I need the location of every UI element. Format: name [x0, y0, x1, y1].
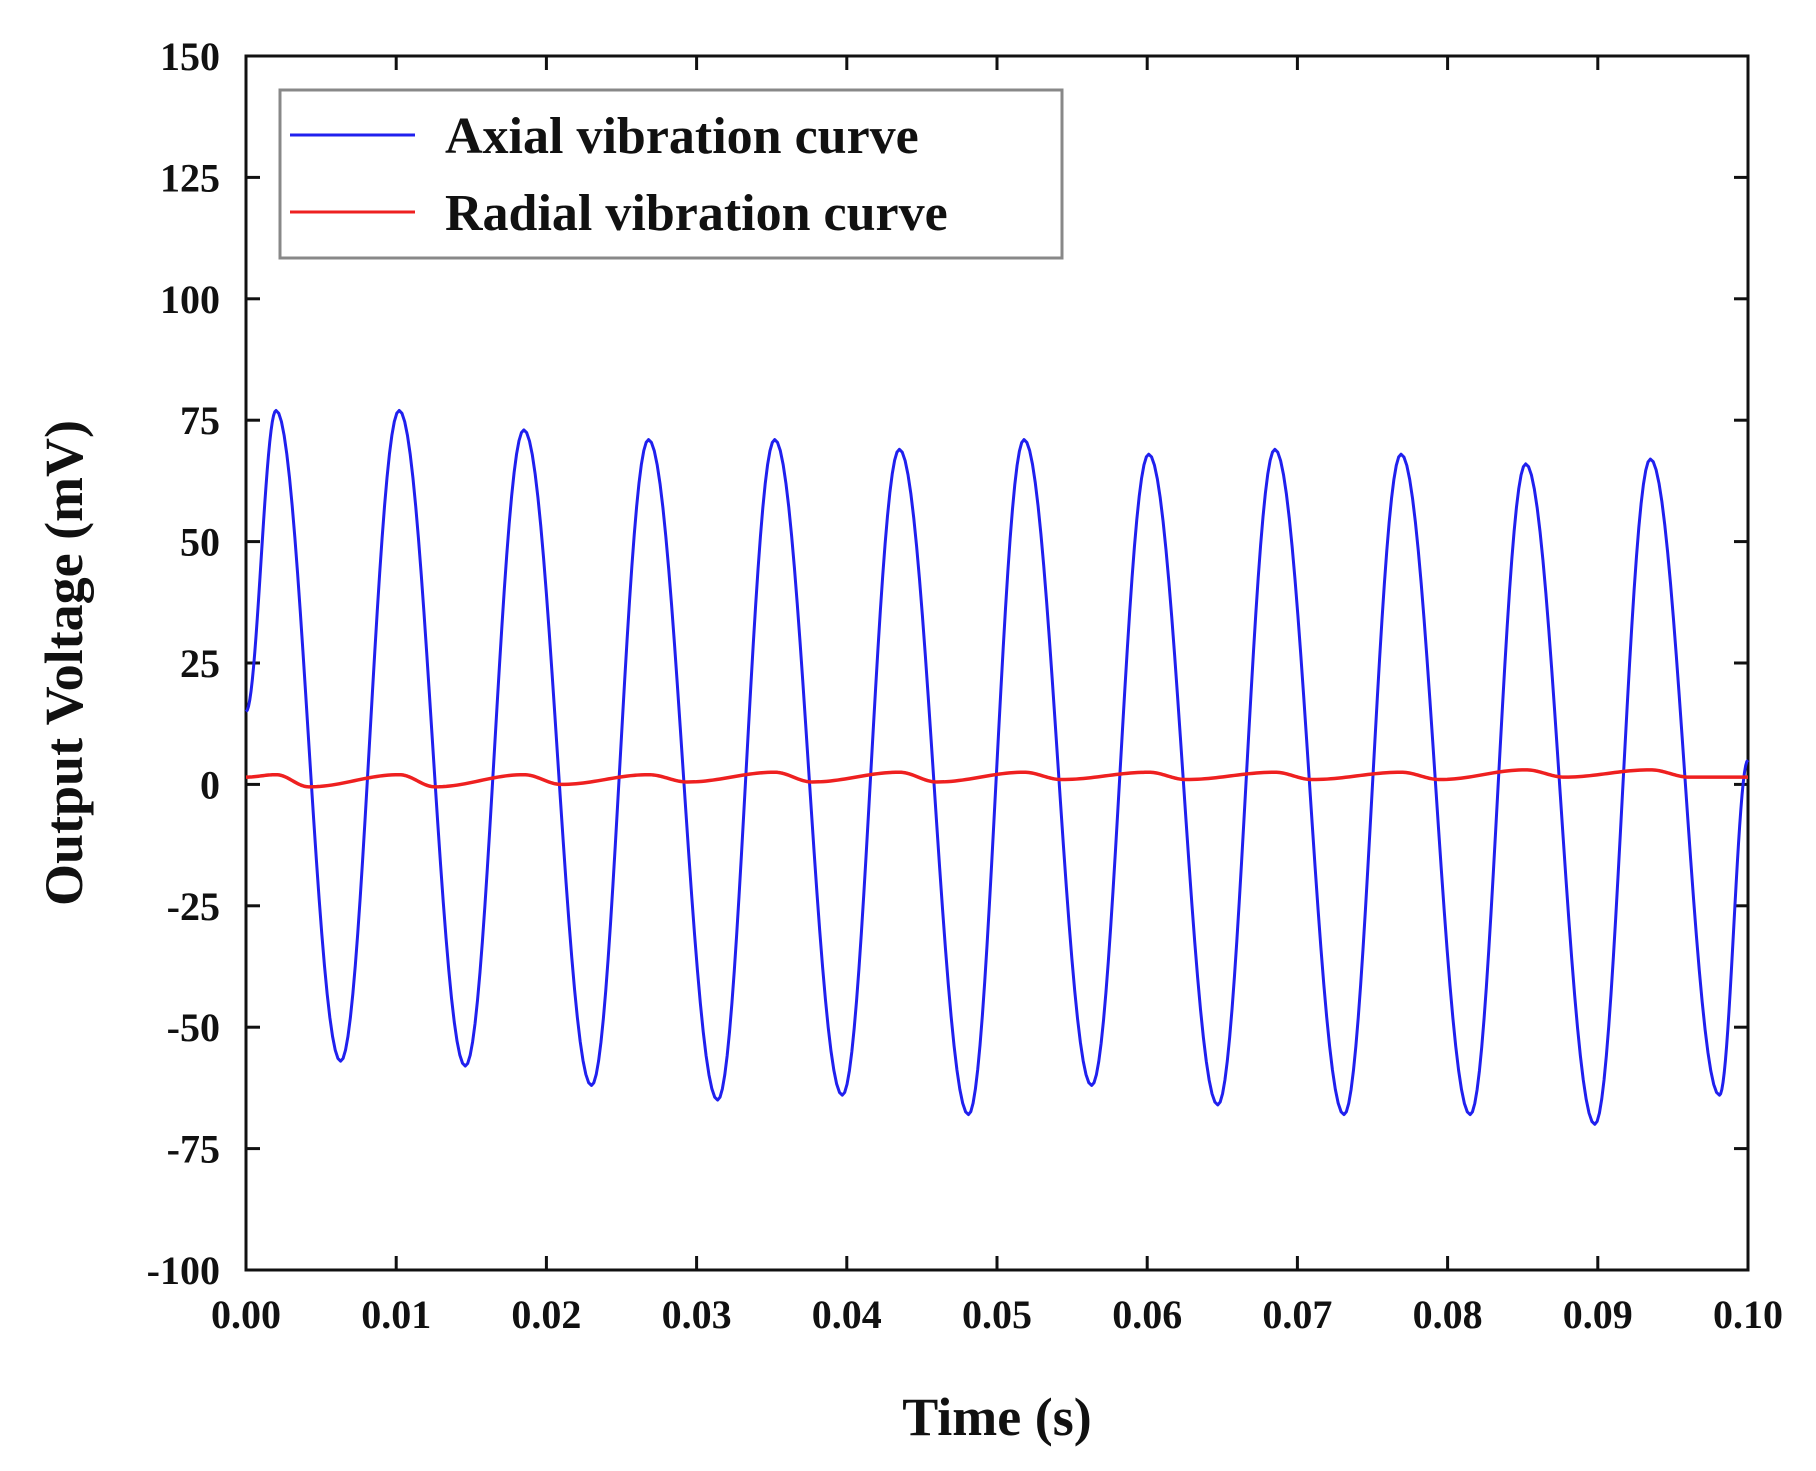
- y-tick-labels: -100 -75 -50 -25 0 25 50 75 100 125 150: [147, 34, 220, 1293]
- x-tick-label: 0.02: [511, 1292, 581, 1337]
- series-layer: [244, 408, 1750, 1126]
- x-tick-label: 0.01: [361, 1292, 431, 1337]
- y-tick-label: 50: [180, 520, 220, 565]
- y-tick-label: 125: [160, 155, 220, 200]
- axis-ticks: [244, 54, 1750, 1272]
- y-tick-label: 25: [180, 641, 220, 686]
- y-tick-label: 100: [160, 277, 220, 322]
- x-axis-title: Time (s): [902, 1387, 1091, 1447]
- x-tick-label: 0.05: [962, 1292, 1032, 1337]
- legend-box: [278, 88, 1064, 260]
- y-tick-label: 0: [200, 762, 220, 807]
- legend: Axial vibration curve Radial vibration c…: [278, 88, 1064, 260]
- x-tick-label: 0.09: [1563, 1292, 1633, 1337]
- y-tick-label: -25: [167, 884, 220, 929]
- x-tick-label: 0.08: [1413, 1292, 1483, 1337]
- x-tick-labels: 0.00 0.01 0.02 0.03 0.04 0.05 0.06 0.07 0.08 0.09…: [211, 1292, 1783, 1337]
- x-tick-label: 0.00: [211, 1292, 281, 1337]
- x-tick-label: 0.06: [1112, 1292, 1182, 1337]
- x-tick-label: 0.04: [812, 1292, 882, 1337]
- x-tick-label: 0.03: [662, 1292, 732, 1337]
- y-axis-title: Output Voltage (mV): [34, 420, 94, 906]
- x-tick-label: 0.10: [1713, 1292, 1783, 1337]
- y-tick-label: -75: [167, 1127, 220, 1172]
- y-tick-label: -100: [147, 1248, 220, 1293]
- x-tick-label: 0.07: [1262, 1292, 1332, 1337]
- legend-label-axial: Axial vibration curve: [445, 108, 919, 165]
- y-tick-label: -50: [167, 1005, 220, 1050]
- radial-vibration-line: [245, 768, 1748, 789]
- y-tick-label: 150: [160, 34, 220, 79]
- axial-vibration-line: [244, 408, 1750, 1126]
- legend-label-radial: Radial vibration curve: [445, 185, 948, 242]
- y-tick-label: 75: [180, 398, 220, 443]
